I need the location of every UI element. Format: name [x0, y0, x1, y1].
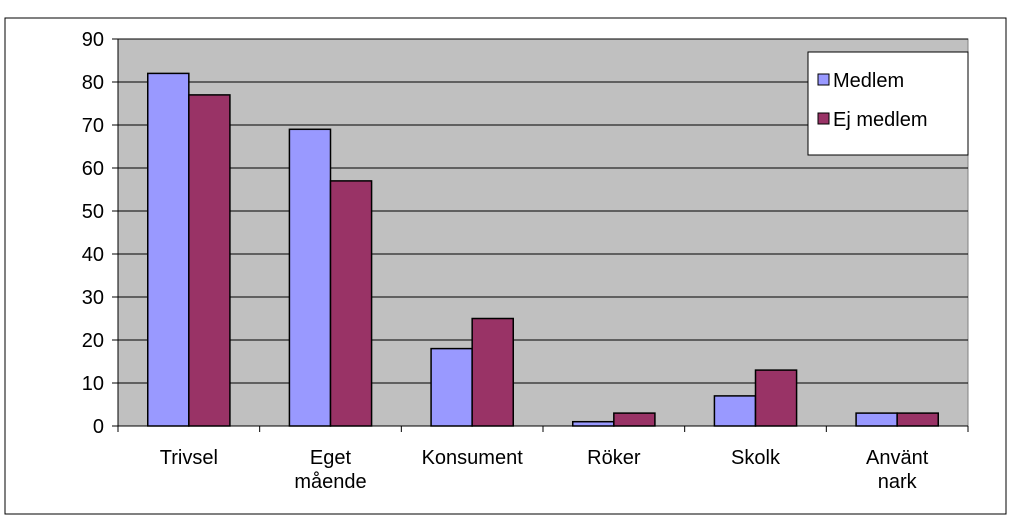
y-tick-label: 0 — [93, 416, 104, 438]
legend-swatch — [817, 112, 830, 125]
x-tick-label: Skolk — [731, 447, 781, 469]
bar — [288, 128, 332, 427]
x-tick-label: Trivsel — [160, 447, 218, 469]
y-tick-label: 10 — [82, 373, 104, 395]
y-tick-label: 20 — [82, 330, 104, 352]
y-tick-label: 80 — [82, 72, 104, 94]
bar — [471, 317, 514, 427]
x-tick-label: Konsument — [422, 447, 524, 469]
y-tick-label: 40 — [82, 244, 104, 266]
legend — [807, 51, 969, 156]
bar — [855, 412, 898, 427]
bar — [147, 72, 190, 427]
x-tick-label: Eget mående — [294, 447, 366, 493]
bar — [329, 180, 373, 427]
legend-swatch — [817, 73, 830, 86]
x-tick-label: Använt nark — [866, 447, 929, 493]
bar — [713, 395, 757, 427]
y-tick-label: 90 — [82, 29, 104, 51]
y-tick-label: 50 — [82, 201, 104, 223]
x-tick-label: Röker — [587, 447, 641, 469]
y-tick-label: 70 — [82, 115, 104, 137]
y-tick-label: 30 — [82, 287, 104, 309]
bar — [896, 412, 940, 427]
bar — [188, 94, 231, 427]
bar — [613, 412, 656, 427]
bar — [572, 420, 615, 427]
legend-label: Ej medlem — [833, 109, 927, 131]
bar — [754, 369, 798, 427]
y-tick-label: 60 — [82, 158, 104, 180]
legend-label: Medlem — [833, 70, 904, 92]
bar — [430, 347, 473, 427]
